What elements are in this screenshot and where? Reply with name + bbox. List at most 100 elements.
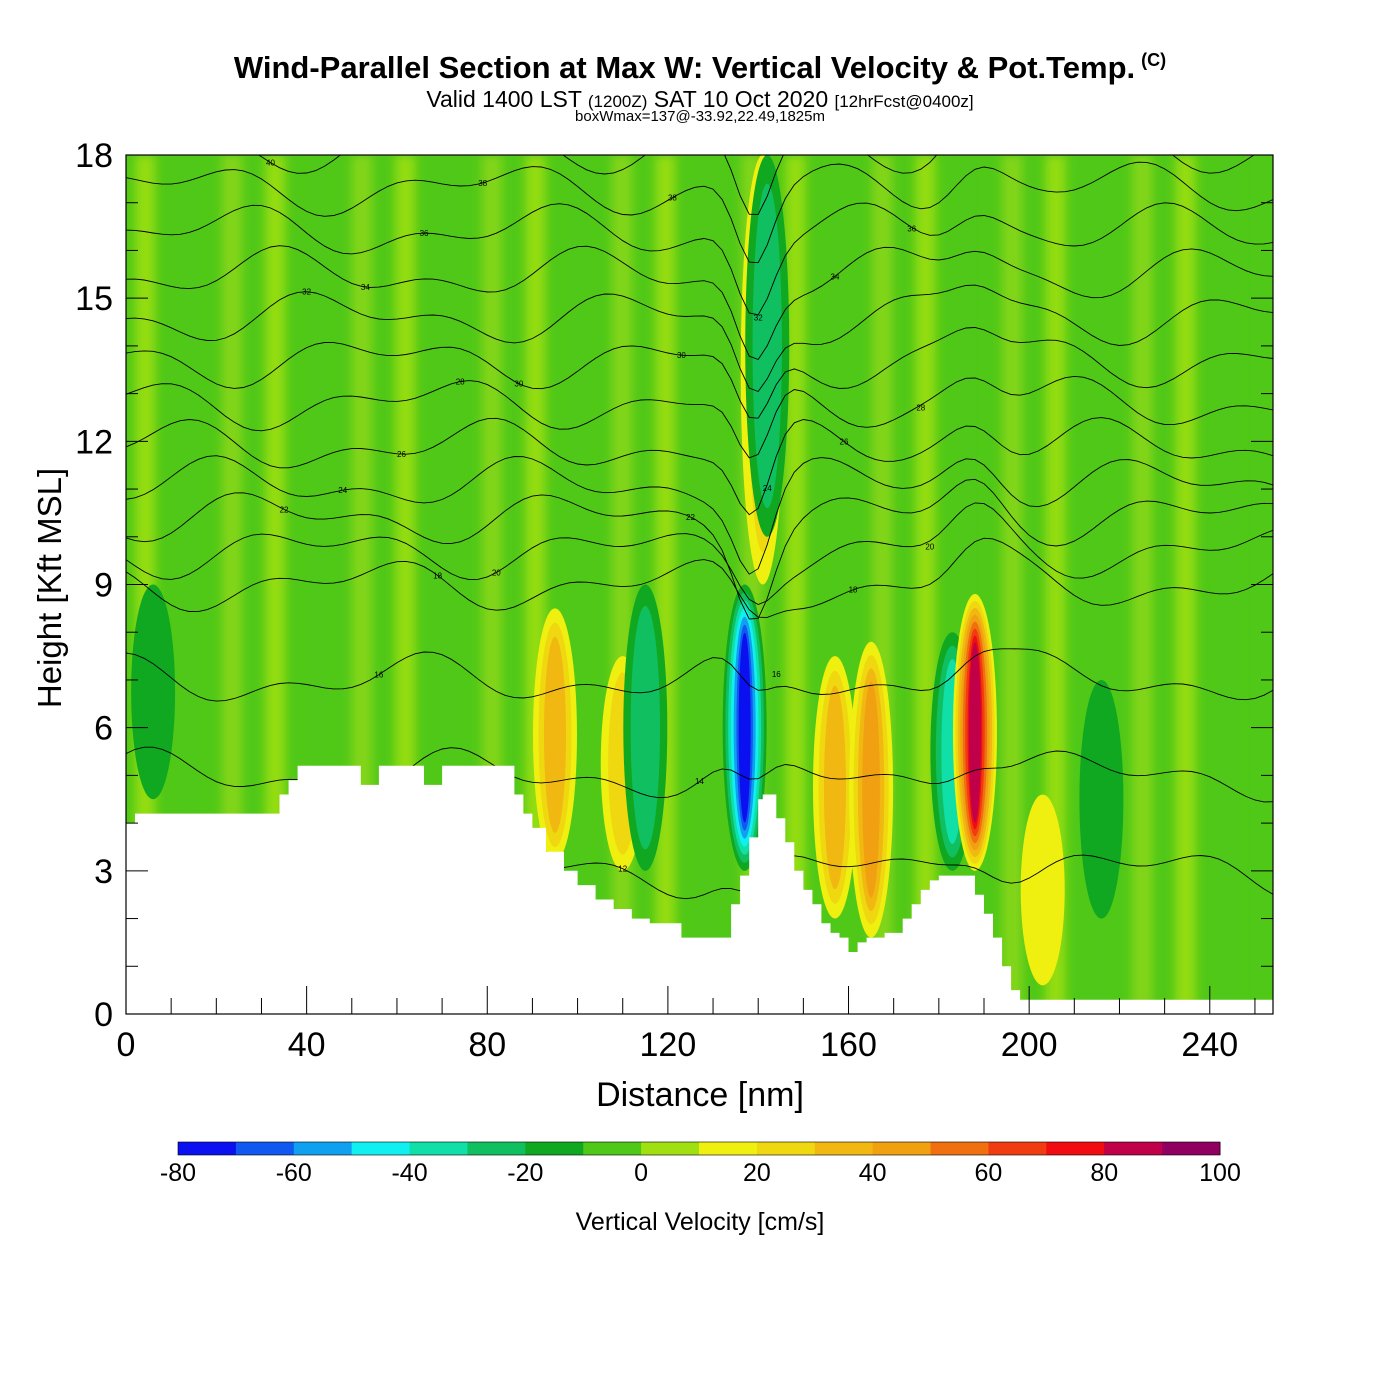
colorbar-swatch: [583, 1142, 642, 1155]
field-band: [698, 155, 719, 1014]
colorbar-tick-label: -60: [276, 1159, 312, 1187]
colorbar-frame: [177, 1141, 1221, 1156]
contour-label: 22: [280, 505, 289, 514]
colorbar-swatch: [525, 1142, 584, 1155]
contour-label: 20: [925, 542, 934, 551]
y-tick-label: 3: [94, 853, 113, 891]
contour-label: 22: [686, 513, 695, 522]
theta-contour: [126, 375, 1273, 459]
contour-label: 14: [695, 777, 704, 786]
theta-contour: [126, 478, 1273, 620]
field-band: [1132, 155, 1153, 1014]
colorbar-swatch: [1104, 1142, 1163, 1155]
contour-label: 40: [745, 136, 754, 145]
colorbar-swatch: [293, 1142, 353, 1155]
updraft-core: [543, 636, 566, 833]
theta-contours: 1212141416161818202022222424262628283030…: [126, 136, 1273, 900]
contour-label: 18: [849, 586, 858, 595]
x-tick-label: 160: [820, 1026, 877, 1064]
contour-label: 16: [772, 670, 781, 679]
contour-label: 34: [361, 283, 370, 292]
x-tick-label: 0: [117, 1026, 136, 1064]
copyright-mark: (C): [1141, 50, 1167, 70]
contour-label: 38: [478, 179, 487, 188]
downdraft-core: [131, 584, 176, 800]
theta-contour: [126, 537, 1273, 618]
theta-contour: [126, 161, 1273, 264]
contour-label: 24: [338, 486, 347, 495]
terrain-mask: [126, 765, 1273, 1014]
contour-label: 30: [514, 380, 523, 389]
contour-label: 34: [831, 272, 840, 281]
colorbar-tick-label: -20: [507, 1159, 543, 1187]
colorbar-swatch: [930, 1142, 989, 1155]
colorbar-swatch: [756, 1142, 816, 1155]
contour-label: 18: [433, 571, 442, 580]
x-tick-label: 40: [288, 1026, 326, 1064]
field-band: [1175, 155, 1196, 1014]
colorbar-tick-label: 80: [1090, 1159, 1118, 1187]
y-axis-label: Height [Kft MSL]: [31, 467, 68, 709]
theta-contour: [126, 502, 1273, 605]
downdraft-core: [1079, 679, 1124, 919]
contour-label: 12: [618, 865, 627, 874]
contour-label: 32: [754, 314, 763, 323]
colorbar-swatch: [1162, 1142, 1221, 1155]
field-band: [1218, 155, 1240, 1014]
theta-contour: [126, 455, 1273, 575]
x-tick-label: 120: [640, 1026, 697, 1064]
theta-contour: [126, 327, 1273, 419]
field-band: [611, 155, 633, 1014]
theta-contour: [257, 155, 1255, 215]
field-band: [785, 155, 806, 1014]
colorbar-swatch: [235, 1142, 295, 1155]
theta-contour: [126, 284, 1273, 393]
theta-contour: [126, 202, 1273, 316]
colorbar-swatch: [178, 1142, 237, 1155]
updraft-core: [823, 685, 846, 890]
downdraft-core: [738, 632, 751, 823]
theta-contour: [126, 245, 1273, 361]
colorbar-tick-label: 0: [634, 1159, 648, 1187]
field-band: [1002, 155, 1023, 1014]
colorbar-label: Vertical Velocity [cm/s]: [575, 1208, 825, 1236]
downdraft-core: [630, 605, 660, 850]
y-tick-label: 0: [94, 996, 113, 1034]
box-info: boxWmax=137@-33.92,22.49,1825m: [575, 108, 825, 125]
colorbar-swatch: [641, 1142, 700, 1155]
y-tick-label: 18: [75, 137, 113, 175]
x-axis: 0 40 80 120 160 200 240: [117, 986, 1256, 1064]
colorbar-tick-label: 60: [975, 1159, 1003, 1187]
colorbar-tick-label: 40: [859, 1159, 887, 1187]
valid-prefix: Valid 1400 LST: [426, 86, 582, 112]
y-tick-label: 6: [94, 710, 113, 748]
colorbar-tick-label: 20: [743, 1159, 771, 1187]
contour-label: 16: [374, 671, 383, 680]
contour-label: 24: [763, 484, 772, 493]
contour-label: 36: [420, 229, 429, 238]
colorbar-swatch: [988, 1142, 1047, 1155]
updraft-core: [1020, 794, 1065, 986]
field-band: [1045, 155, 1066, 1014]
forecast-info: [12hrFcst@0400z]: [834, 92, 974, 111]
colorbar-swatch: [467, 1142, 526, 1155]
contour-label: 28: [916, 404, 925, 413]
contour-label: 30: [677, 351, 686, 360]
x-tick-label: 240: [1181, 1026, 1238, 1064]
updraft-core: [862, 681, 880, 898]
valid-date: SAT 10 Oct 2020: [653, 86, 829, 112]
colorbar-swatch: [814, 1142, 874, 1155]
contour-label: 28: [456, 377, 465, 386]
contour-label: 26: [397, 450, 406, 459]
field-band: [915, 155, 936, 1014]
chart-title: Wind-Parallel Section at Max W: Vertical…: [233, 50, 1167, 85]
theta-contour: [126, 648, 1273, 702]
contour-label: 36: [907, 225, 916, 234]
colorbar-tick-label: -40: [391, 1159, 427, 1187]
y-tick-label: 12: [75, 423, 113, 461]
y-tick-label: 9: [94, 567, 113, 605]
colorbar-swatch: [872, 1142, 932, 1155]
updraft-core: [968, 642, 981, 823]
